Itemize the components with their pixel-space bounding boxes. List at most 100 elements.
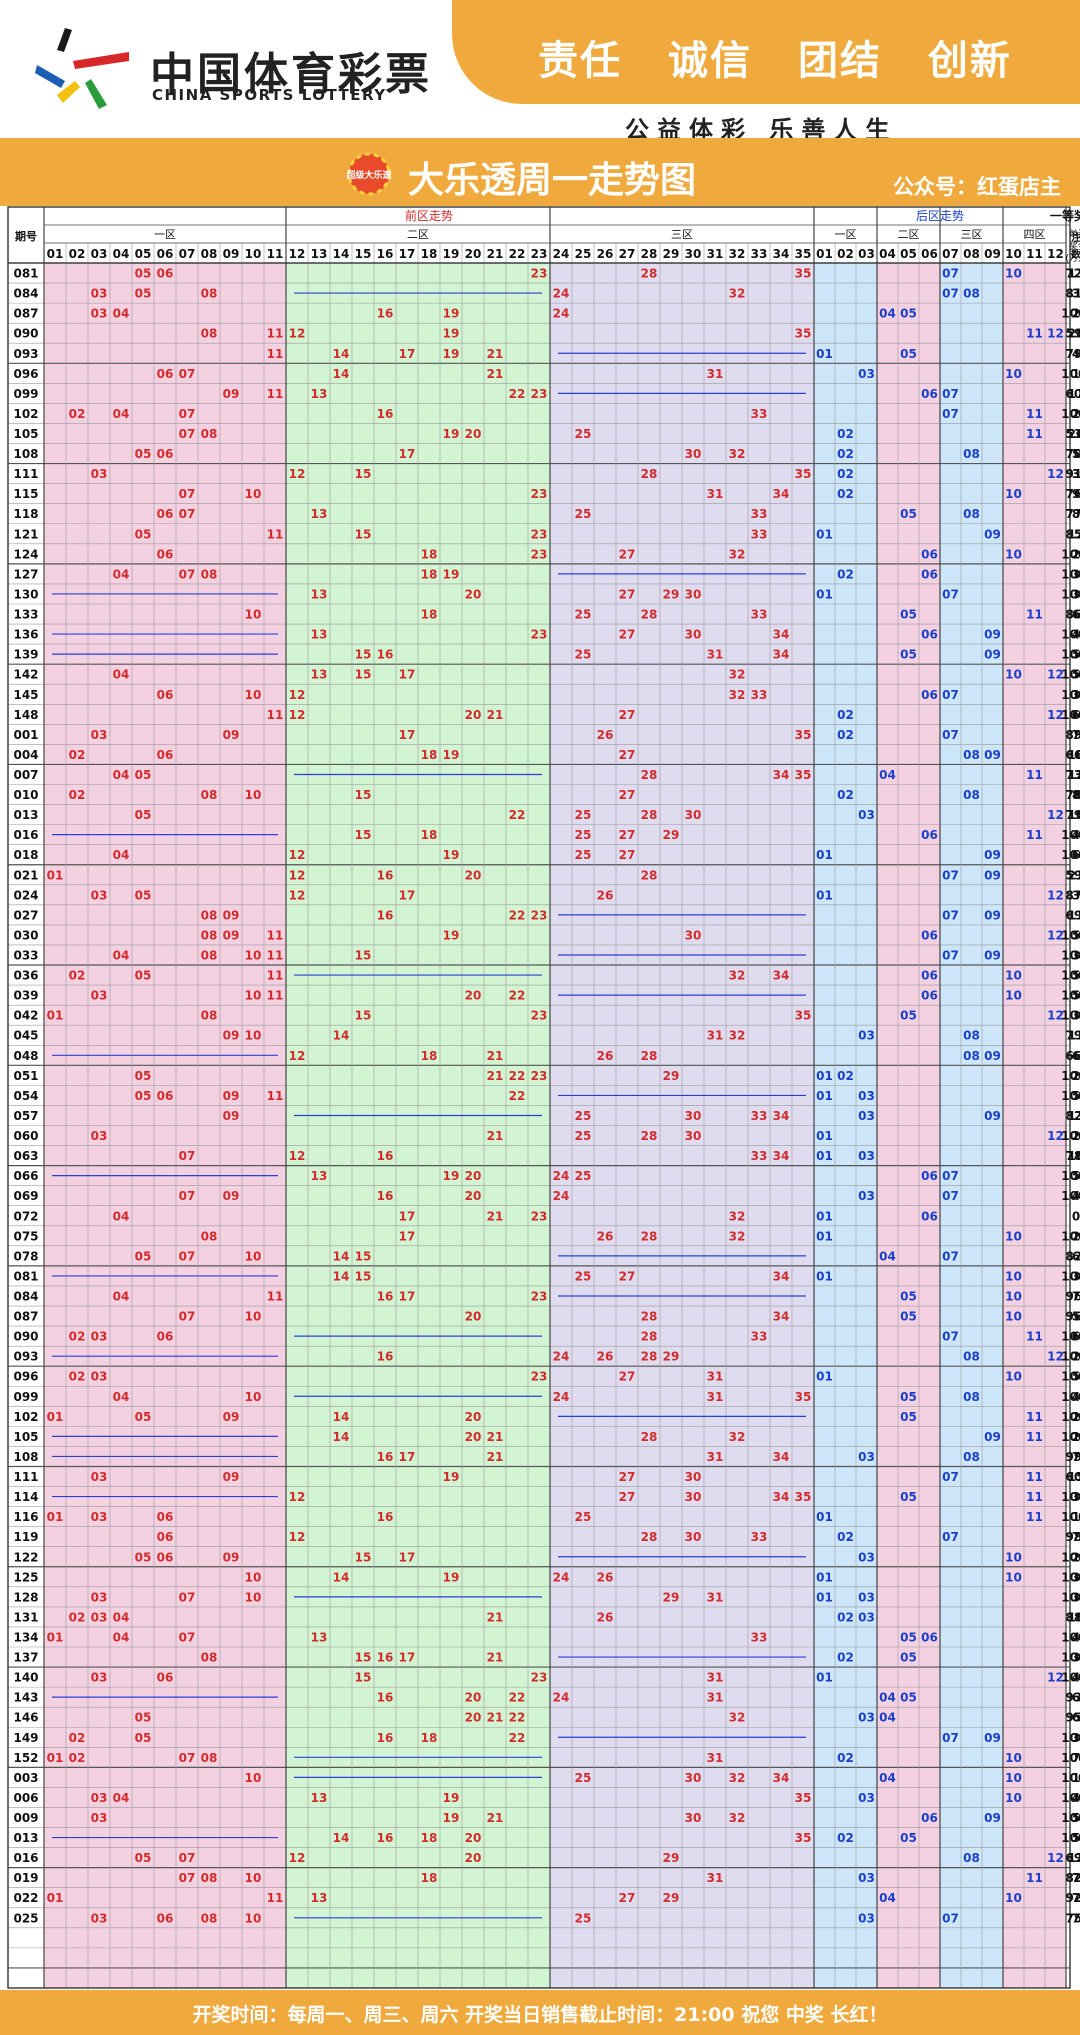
front-ball: 30 (685, 1811, 702, 1825)
front-ball: 11 (267, 969, 284, 983)
front-ball: 30 (685, 1530, 702, 1544)
front-ball: 21 (487, 1049, 504, 1063)
front-ball: 35 (795, 1831, 812, 1845)
front-ball: 31 (707, 1590, 724, 1604)
back-ball: 11 (1026, 1510, 1043, 1524)
back-ball: 12 (1047, 708, 1064, 722)
front-ball: 29 (663, 587, 680, 601)
front-ball: 15 (355, 1269, 372, 1283)
back-ball: 11 (1026, 427, 1043, 441)
prize-count: 5 (1072, 1089, 1080, 1103)
prize-count: 10 (1068, 1610, 1080, 1624)
back-ball: 01 (816, 1269, 833, 1283)
issue-number: 021 (13, 868, 38, 882)
back-ball: 01 (816, 888, 833, 902)
front-ball: 13 (311, 1630, 328, 1644)
front-ball: 34 (773, 648, 790, 662)
prize-count: 5 (1072, 1169, 1080, 1183)
back-ball: 05 (900, 1490, 917, 1504)
front-ball: 09 (223, 1029, 240, 1043)
back-number-label: 07 (942, 247, 959, 261)
prize-count: 3 (1072, 949, 1080, 963)
issue-number: 152 (13, 1751, 38, 1765)
front-ball: 18 (421, 547, 438, 561)
back-ball: 11 (1026, 608, 1043, 622)
prize-count: 10 (1068, 748, 1080, 762)
front-ball: 32 (729, 1811, 746, 1825)
front-ball: 34 (773, 487, 790, 501)
front-ball: 15 (355, 949, 372, 963)
prize-count: 2 (1072, 1129, 1080, 1143)
amount-header: 奖金 (1069, 240, 1080, 252)
front-ball: 08 (201, 788, 218, 802)
front-ball: 04 (113, 1610, 130, 1624)
front-ball: 21 (487, 1651, 504, 1665)
front-ball: 23 (531, 628, 548, 642)
front-ball: 07 (179, 1590, 196, 1604)
front-ball: 07 (179, 1851, 196, 1865)
front-ball: 17 (399, 1289, 416, 1303)
issue-number: 148 (13, 708, 38, 722)
prize-count: 3 (1072, 567, 1080, 581)
front-ball: 02 (69, 788, 86, 802)
back-ball: 11 (1026, 828, 1043, 842)
issue-number: 066 (13, 1169, 38, 1183)
front-ball: 33 (751, 407, 768, 421)
prize-count: 3 (1072, 287, 1080, 301)
front-number-label: 11 (267, 247, 284, 261)
front-ball: 10 (245, 1911, 262, 1925)
front-ball: 13 (311, 668, 328, 682)
issue-number: 114 (13, 1490, 38, 1504)
logo-english-text: CHINA SPORTS LOTTERY (152, 86, 387, 104)
back-ball: 09 (984, 628, 1001, 642)
front-ball: 19 (443, 1791, 460, 1805)
back-ball: 05 (900, 1691, 917, 1705)
count-header: 注 (1071, 231, 1080, 244)
front-ball: 32 (729, 1430, 746, 1444)
issue-number: 013 (13, 1831, 38, 1845)
front-ball: 35 (795, 1009, 812, 1023)
back-ball: 02 (837, 447, 854, 461)
front-ball: 33 (751, 1109, 768, 1123)
front-ball: 18 (421, 828, 438, 842)
front-zone-label-1: 一区 (154, 228, 176, 241)
front-ball: 16 (377, 868, 394, 882)
front-ball: 07 (179, 1751, 196, 1765)
back-ball: 03 (858, 1590, 875, 1604)
front-ball: 07 (179, 1630, 196, 1644)
back-ball: 01 (816, 1069, 833, 1083)
front-ball: 20 (465, 1410, 482, 1424)
front-ball: 05 (135, 969, 152, 983)
front-ball: 07 (179, 1249, 196, 1263)
back-ball: 12 (1047, 327, 1064, 341)
front-ball: 14 (333, 1029, 350, 1043)
title-bar: 超级大乐透 大乐透周一走势图 公众号：红蛋店主 (0, 138, 1080, 206)
issue-number: 136 (13, 628, 38, 642)
front-ball: 11 (267, 527, 284, 541)
front-ball: 27 (619, 1269, 636, 1283)
front-ball: 31 (707, 1671, 724, 1685)
back-ball: 12 (1047, 1671, 1064, 1685)
back-ball: 02 (837, 1751, 854, 1765)
front-ball: 05 (135, 1711, 152, 1725)
front-ball: 11 (267, 347, 284, 361)
front-ball: 26 (597, 1049, 614, 1063)
front-ball: 14 (333, 1570, 350, 1584)
front-number-label: 18 (421, 247, 438, 261)
front-ball: 11 (267, 928, 284, 942)
prize-amount: 784 (1065, 1149, 1080, 1163)
prize-count: 3 (1072, 1490, 1080, 1504)
issue-number: 060 (13, 1129, 38, 1143)
front-ball: 34 (773, 768, 790, 782)
front-ball: 13 (311, 628, 328, 642)
prize-count: 5 (1072, 1831, 1080, 1845)
issue-number: 118 (13, 507, 38, 521)
front-number-label: 14 (333, 247, 350, 261)
front-ball: 08 (201, 1009, 218, 1023)
front-ball: 18 (421, 608, 438, 622)
front-ball: 27 (619, 547, 636, 561)
front-ball: 23 (531, 908, 548, 922)
